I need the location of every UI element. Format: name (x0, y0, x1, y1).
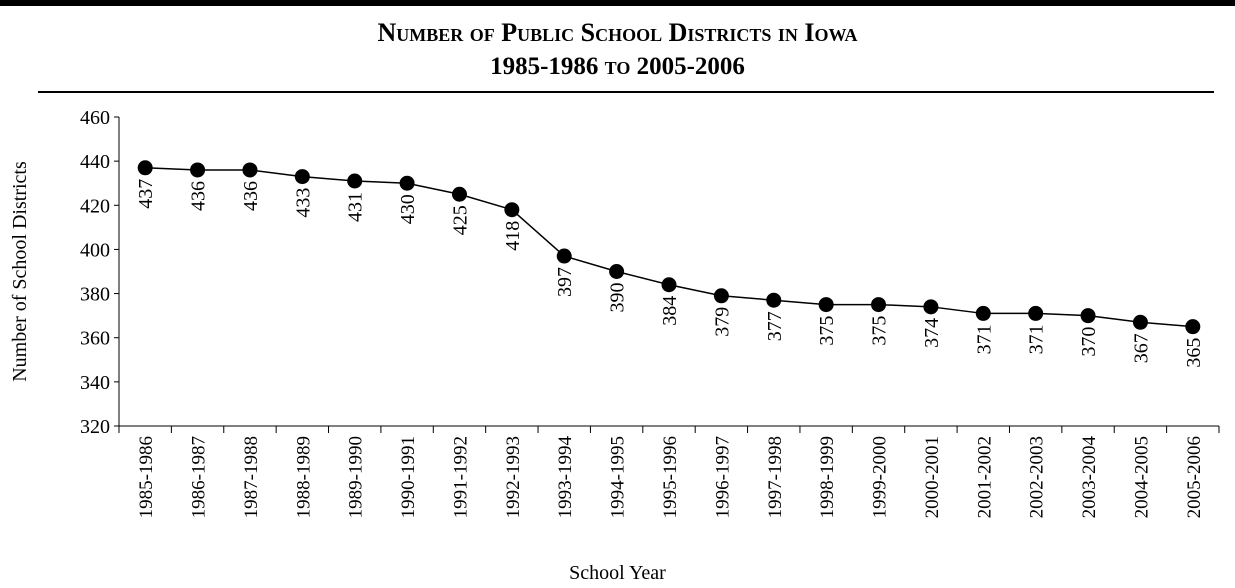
x-tick-label: 2000-2001 (922, 436, 943, 518)
data-label: 436 (188, 181, 210, 211)
y-axis-label: Number of School Districts (9, 161, 31, 382)
data-label: 430 (397, 194, 419, 224)
x-tick-label: 1996-1997 (712, 436, 733, 518)
data-point (137, 160, 153, 176)
data-label: 425 (449, 205, 471, 235)
data-label: 437 (135, 179, 157, 209)
x-tick-label: 1987-1988 (241, 436, 262, 518)
y-tick-label: 420 (80, 195, 110, 217)
data-label: 379 (711, 307, 733, 337)
data-label: 377 (764, 311, 786, 341)
y-tick-label: 380 (80, 284, 110, 306)
data-point (713, 288, 729, 304)
data-label: 367 (1130, 333, 1152, 363)
data-point (451, 186, 467, 202)
data-label: 433 (292, 188, 314, 218)
x-tick-label: 2002-2003 (1027, 436, 1048, 518)
data-point (923, 299, 939, 315)
x-tick-label: 1995-1996 (660, 436, 681, 518)
data-label: 436 (240, 181, 262, 211)
y-tick-label: 400 (80, 239, 110, 261)
data-point (504, 202, 520, 218)
x-tick-label: 1986-1987 (189, 436, 210, 518)
top-rule (0, 0, 1235, 6)
data-point (347, 173, 363, 189)
data-point (766, 292, 782, 308)
y-tick-label: 440 (80, 151, 110, 173)
x-tick-label: 2005-2006 (1184, 436, 1205, 518)
x-tick-label: 1985-1986 (136, 436, 157, 518)
x-tick-label: 2001-2002 (974, 436, 995, 518)
title-rule (38, 91, 1214, 93)
data-label: 375 (816, 316, 838, 346)
data-point (1028, 305, 1044, 321)
data-point (661, 277, 677, 293)
x-tick-label: 1993-1994 (555, 436, 576, 519)
data-point (190, 162, 206, 178)
data-label: 365 (1183, 338, 1205, 368)
data-point (818, 297, 834, 313)
data-label: 384 (659, 296, 681, 326)
data-point (609, 264, 625, 279)
data-point (871, 297, 887, 313)
data-label: 371 (1026, 324, 1048, 354)
data-label: 374 (921, 318, 943, 348)
y-tick-label: 320 (80, 416, 110, 438)
x-tick-label: 1992-1993 (503, 436, 524, 518)
data-label: 371 (973, 324, 995, 354)
data-point (294, 169, 310, 185)
data-point (975, 305, 991, 321)
x-tick-label: 1991-1992 (450, 436, 471, 518)
data-label: 397 (554, 267, 576, 297)
x-tick-label: 1994-1995 (608, 436, 629, 518)
y-tick-label: 340 (80, 372, 110, 394)
x-tick-label: 2003-2004 (1079, 436, 1100, 519)
data-label: 375 (869, 316, 891, 346)
data-point (556, 248, 572, 264)
y-tick-label: 460 (80, 107, 110, 129)
data-label: 390 (607, 283, 629, 313)
x-tick-label: 1988-1989 (293, 436, 314, 518)
x-tick-label: 1989-1990 (346, 436, 367, 518)
data-point (242, 162, 258, 178)
chart-title-line1: Number of Public School Districts in Iow… (377, 18, 858, 47)
data-label: 370 (1078, 327, 1100, 357)
data-point (1185, 319, 1201, 335)
data-label: 431 (345, 192, 367, 222)
data-point (1132, 314, 1148, 330)
x-tick-label: 2004-2005 (1131, 436, 1152, 518)
data-point (399, 175, 415, 191)
chart-title-line2: 1985-1986 to 2005-2006 (490, 53, 745, 80)
x-axis-label: School Year (569, 562, 666, 584)
data-label: 418 (502, 221, 524, 251)
x-tick-label: 1997-1998 (765, 436, 786, 518)
data-point (1080, 308, 1096, 324)
x-tick-label: 1999-2000 (870, 436, 891, 518)
x-tick-label: 1990-1991 (398, 436, 419, 518)
y-tick-label: 360 (80, 328, 110, 350)
x-tick-label: 1998-1999 (817, 436, 838, 518)
